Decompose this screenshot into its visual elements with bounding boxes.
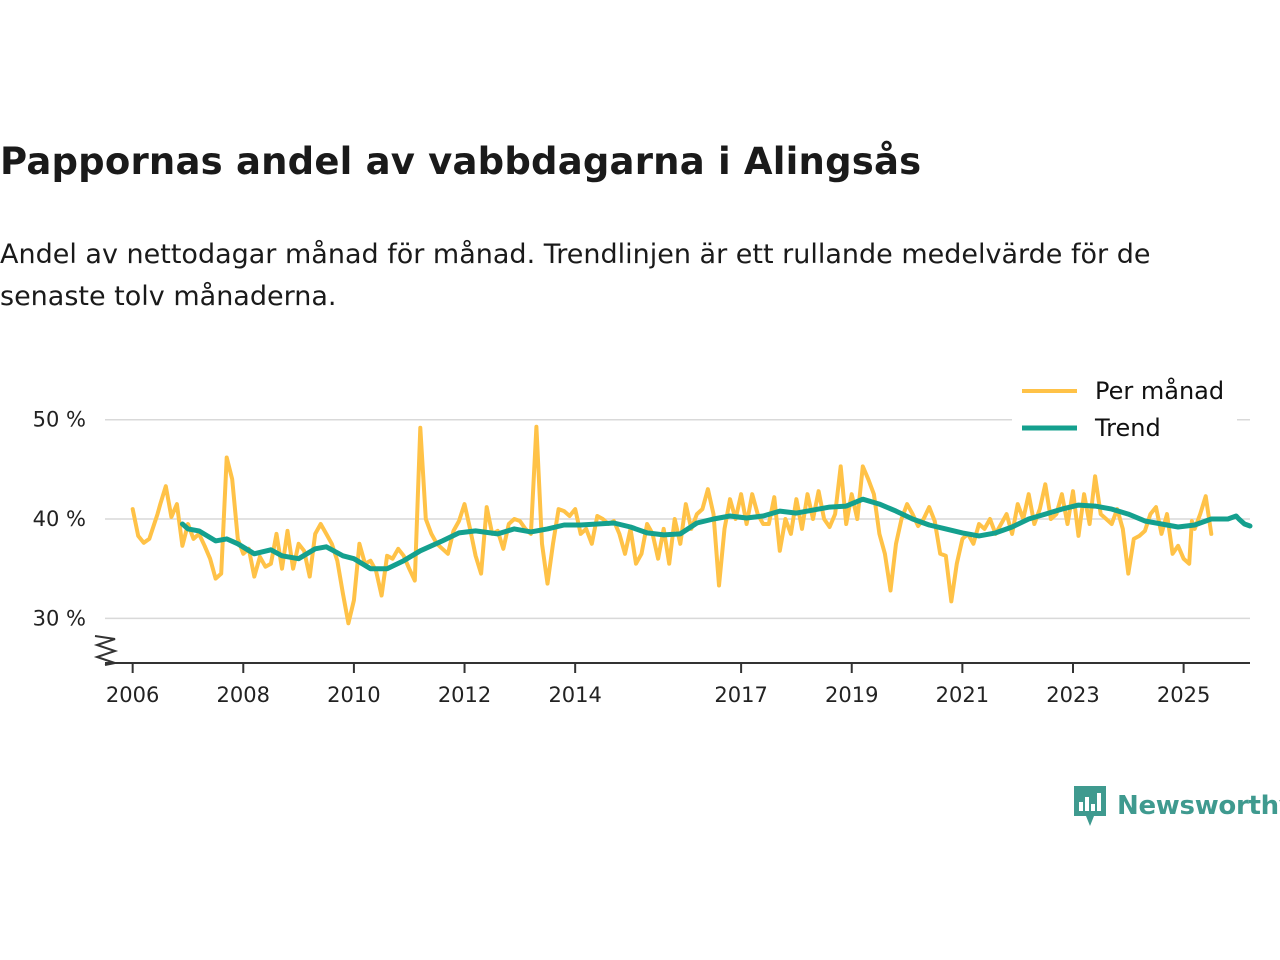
series-line-per-manad (130, 424, 1214, 626)
axis-break-icon (93, 635, 119, 666)
series-lines (130, 424, 1253, 626)
x-tick-label: 2017 (714, 683, 767, 707)
legend-background (1012, 374, 1237, 450)
legend-label: Trend (1094, 414, 1161, 442)
x-tick-label: 2012 (438, 683, 491, 707)
brand-name: Newsworthy (1117, 791, 1280, 821)
x-tick-label: 2006 (106, 683, 159, 707)
x-tick-label: 2019 (825, 683, 878, 707)
y-axis-ticks: 30 % 40 % 50 % (33, 408, 86, 631)
x-tick-label: 2014 (548, 683, 601, 707)
legend-label: Per månad (1095, 376, 1224, 405)
x-tick-label: 2023 (1046, 683, 1099, 707)
y-tick-label: 40 % (33, 507, 86, 531)
x-tick-label: 2025 (1157, 683, 1210, 707)
line-chart: 30 % 40 % 50 % 2006 2008 2010 2012 2014 2017 201… (33, 374, 1253, 707)
chart-title: Pappornas andel av vabbdagarna i Alingså… (0, 140, 922, 183)
y-tick-label: 30 % (33, 606, 86, 630)
x-tick-label: 2021 (936, 683, 989, 707)
brand-logo: Newsworthy (1072, 784, 1280, 828)
newsworthy-logo-icon (1074, 786, 1106, 826)
x-tick-label: 2010 (327, 683, 380, 707)
y-tick-label: 50 % (33, 408, 86, 432)
x-tick-label: 2008 (217, 683, 270, 707)
series-line-trend (179, 496, 1253, 572)
chart-subtitle: Andel av nettodagar månad för månad. Tre… (0, 239, 1151, 312)
legend: Per månad Trend (1012, 374, 1237, 450)
x-axis: 2006 2008 2010 2012 2014 2017 2019 2021 2023 2025 (93, 635, 1250, 707)
